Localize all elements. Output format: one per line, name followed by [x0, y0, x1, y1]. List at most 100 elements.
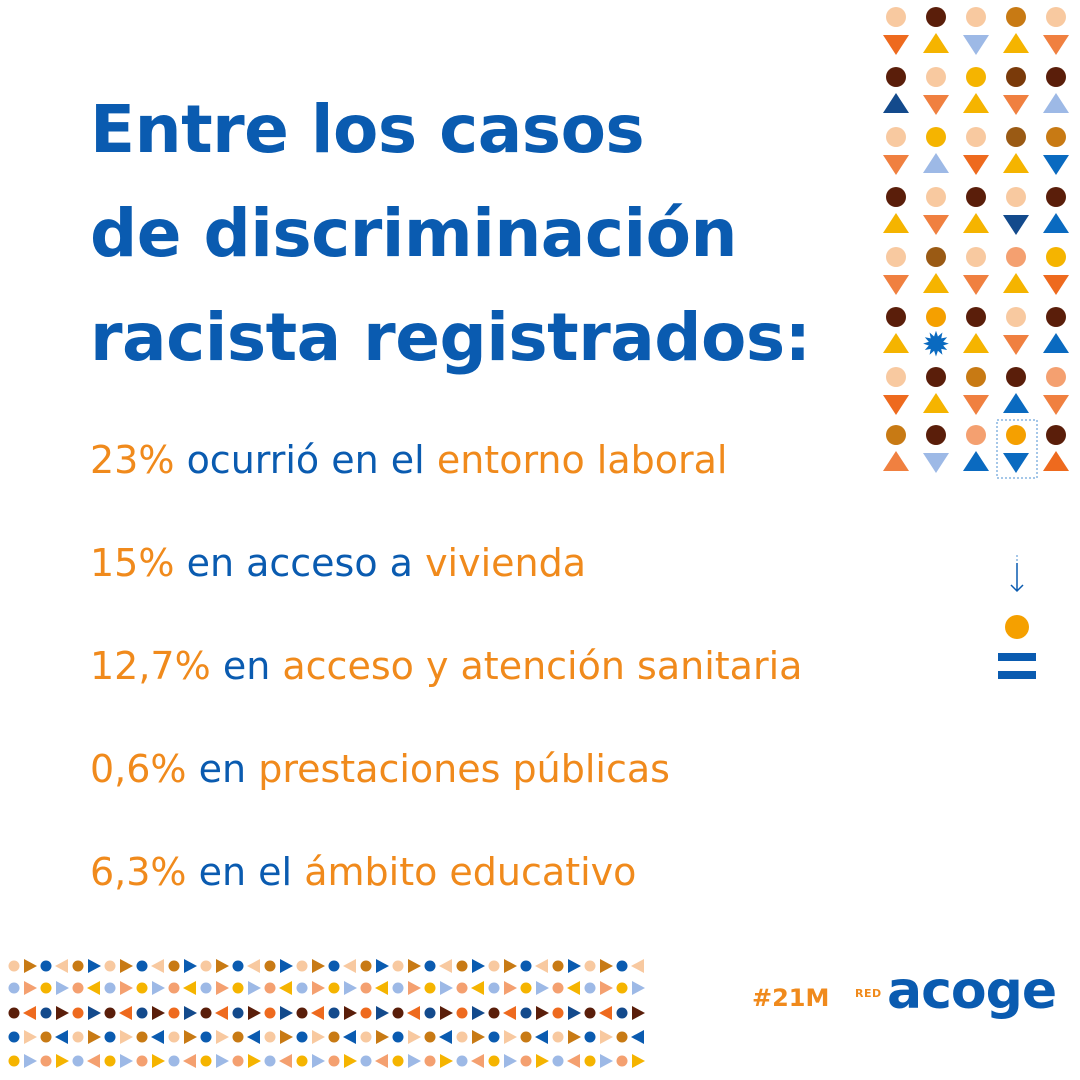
strip-triangle [216, 1054, 229, 1068]
strip-triangle [183, 981, 196, 995]
pattern-triangle [1043, 275, 1069, 295]
strip-triangle [376, 1030, 389, 1044]
strip-circle [264, 960, 276, 972]
pattern-circle [1046, 425, 1066, 445]
strip-circle [584, 960, 596, 972]
strip-circle [360, 1031, 372, 1043]
strip-triangle [600, 1054, 613, 1068]
strip-triangle [503, 1006, 516, 1020]
pattern-circle [886, 187, 906, 207]
pattern-circle [1006, 425, 1026, 445]
strip-triangle [88, 1030, 101, 1044]
pattern-circle [1006, 127, 1026, 147]
strip-triangle [24, 981, 37, 995]
strip-triangle [55, 1030, 68, 1044]
strip-triangle [280, 959, 293, 973]
strip-triangle [568, 959, 581, 973]
strip-circle [520, 1031, 532, 1043]
stat-connector: ocurrió en el [186, 438, 425, 482]
pattern-star: ✹ [922, 325, 951, 365]
strip-circle [232, 960, 244, 972]
strip-circle [40, 1055, 52, 1067]
pattern-circle [1006, 187, 1026, 207]
strip-circle [8, 1031, 20, 1043]
pattern-triangle [963, 333, 989, 353]
strip-triangle [151, 1030, 164, 1044]
strip-circle [296, 982, 308, 994]
stat-value: 0,6% [90, 747, 187, 791]
strip-triangle [151, 959, 164, 973]
strip-triangle [216, 981, 229, 995]
strip-circle [488, 960, 500, 972]
stat-row: 0,6% en prestaciones públicas [90, 739, 950, 842]
strip-triangle [568, 1030, 581, 1044]
pattern-circle [966, 425, 986, 445]
strip-triangle [600, 1030, 613, 1044]
stat-value: 12,7% [90, 644, 211, 688]
pattern-triangle [1003, 33, 1029, 53]
strip-circle [520, 1007, 532, 1019]
strip-triangle [440, 1054, 453, 1068]
pattern-triangle [963, 213, 989, 233]
hashtag: #21M [752, 984, 830, 1012]
strip-triangle [567, 1054, 580, 1068]
pattern-triangle [923, 153, 949, 173]
strip-triangle [152, 981, 165, 995]
strip-circle [40, 960, 52, 972]
strip-circle [168, 982, 180, 994]
pattern-circle [1046, 7, 1066, 27]
stat-topic: acceso y atención sanitaria [282, 644, 803, 688]
strip-circle [328, 1031, 340, 1043]
pattern-triangle [963, 395, 989, 415]
strip-circle [136, 1055, 148, 1067]
strip-circle [584, 982, 596, 994]
pattern-circle [926, 127, 946, 147]
strip-circle [104, 1055, 116, 1067]
strip-circle [424, 1007, 436, 1019]
strip-triangle [536, 1054, 549, 1068]
strip-triangle [408, 1030, 421, 1044]
strip-triangle [632, 1054, 645, 1068]
pattern-triangle [883, 451, 909, 471]
strip-circle [72, 1055, 84, 1067]
strip-triangle [631, 959, 644, 973]
strip-circle [232, 1055, 244, 1067]
pattern-triangle [1003, 273, 1029, 293]
strip-triangle [599, 1006, 612, 1020]
strip-triangle [184, 959, 197, 973]
strip-triangle [312, 1030, 325, 1044]
strip-triangle [472, 1006, 485, 1020]
pattern-triangle [883, 155, 909, 175]
strip-circle [328, 1055, 340, 1067]
strip-circle [104, 960, 116, 972]
strip-circle [584, 1007, 596, 1019]
strip-circle [424, 960, 436, 972]
strip-circle [264, 1031, 276, 1043]
strip-triangle [536, 981, 549, 995]
strip-triangle [88, 1006, 101, 1020]
strip-circle [552, 1007, 564, 1019]
strip-circle [40, 1007, 52, 1019]
pattern-triangle [923, 273, 949, 293]
strip-triangle [408, 959, 421, 973]
strip-circle [328, 1007, 340, 1019]
strip-circle [488, 1007, 500, 1019]
strip-triangle [215, 1006, 228, 1020]
strip-triangle [280, 1006, 293, 1020]
strip-circle [200, 1007, 212, 1019]
strip-triangle [375, 981, 388, 995]
bottom-pattern [8, 959, 645, 1068]
strip-triangle [247, 959, 260, 973]
strip-triangle [440, 981, 453, 995]
strip-circle [200, 1055, 212, 1067]
strip-circle [72, 1007, 84, 1019]
strip-triangle [120, 981, 133, 995]
logo-word: acoge [887, 961, 1057, 1021]
pattern-triangle [1003, 335, 1029, 355]
stat-row: 12,7% en acceso y atención sanitaria [90, 636, 950, 739]
pattern-circle [1006, 367, 1026, 387]
pattern-circle [926, 425, 946, 445]
strip-triangle [312, 959, 325, 973]
strip-triangle [631, 1030, 644, 1044]
strip-triangle [312, 1054, 325, 1068]
